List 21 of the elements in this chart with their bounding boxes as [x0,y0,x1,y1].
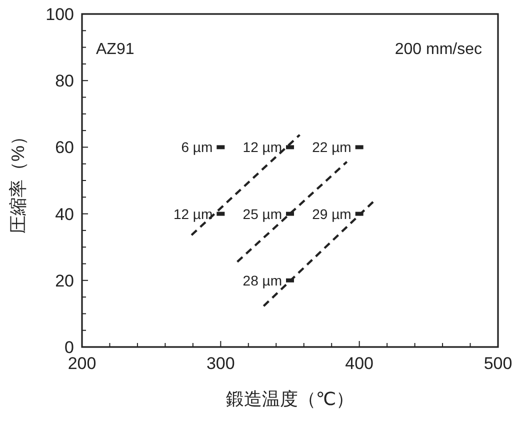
annotation: 29 µm [312,206,352,222]
y-tick-label: 40 [55,204,74,224]
x-axis-title: 鍛造温度（℃） [226,389,354,409]
y-tick-label: 60 [55,138,74,158]
annotation: AZ91 [96,41,134,58]
annotation: 12 µm [173,206,213,222]
x-tick-label: 300 [206,354,235,373]
annotation: 6 µm [181,139,213,156]
x-tick-label: 400 [345,354,374,373]
x-tick-label: 500 [484,354,512,373]
y-tick-label: 80 [55,72,74,91]
annotation: 22 µm [312,139,352,156]
y-tick-label: 0 [64,338,74,357]
annotation: 25 µm [242,206,282,222]
y-axis-title: 圧縮率（%） [8,127,28,234]
y-tick-label: 20 [55,271,74,290]
annotation: 12 µm [242,139,282,156]
y-tick-label: 100 [46,5,74,24]
x-tick-label: 200 [68,354,96,373]
annotation: 200 mm/sec [394,41,482,58]
annotation: 28 µm [242,272,282,288]
